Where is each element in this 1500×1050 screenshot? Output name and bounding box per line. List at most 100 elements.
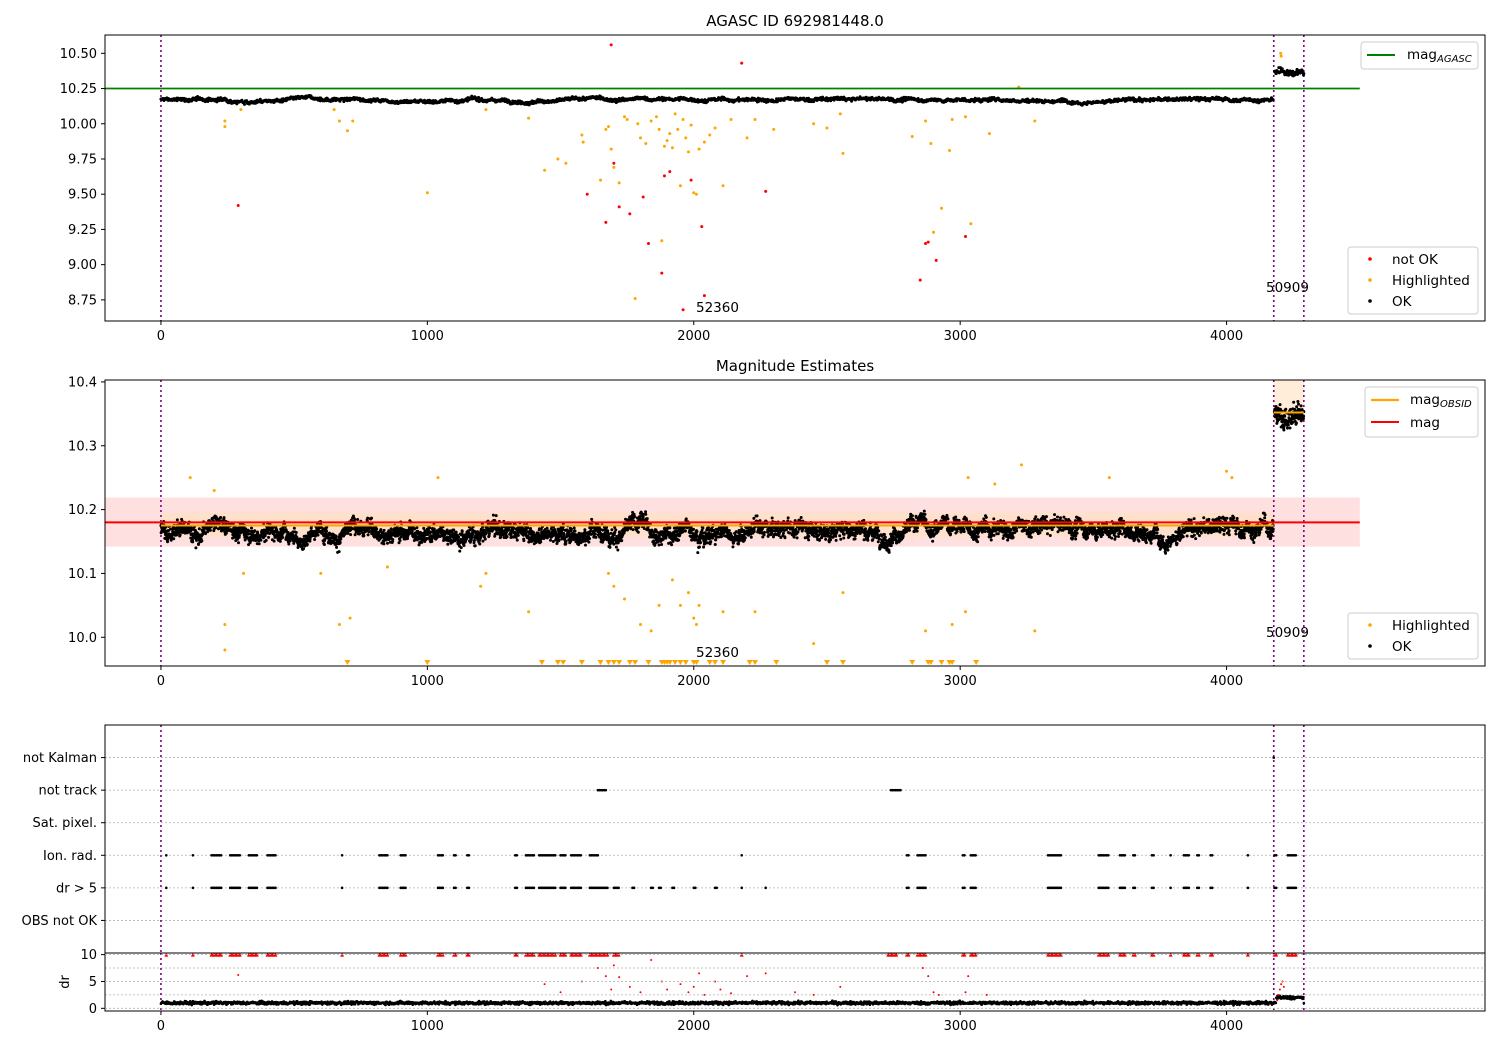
not-ok-point [700,225,704,229]
ok-point [583,543,587,547]
highlighted-point [841,151,845,155]
highlighted-point [223,125,227,129]
ok-point [356,517,360,521]
ok-point [505,535,509,539]
panel-magnitude-estimates: Magnitude Estimates 0 1000 2000 3000 400010.… [68,357,1486,689]
highlighted-point [668,132,672,136]
ok-point [353,533,357,537]
ok-point [382,542,386,546]
ok-point [539,540,543,544]
ok-point [608,545,612,549]
ok-point [194,546,198,550]
ok-point [197,542,201,546]
ok-point [316,533,320,537]
ok-point [334,535,338,539]
legend-not-ok-swatch [1368,257,1372,261]
highlighted-point [607,125,611,129]
ok-point [473,544,477,548]
ok-point [487,532,491,536]
highlighted-point [932,230,936,234]
ok-point [214,526,218,530]
highlighted-point [337,119,341,123]
ok-point [302,547,306,551]
ok-point [305,542,309,546]
highlighted-point [654,115,658,119]
highlighted-point [617,181,621,185]
ok-point [197,527,201,531]
highlighted-point [689,123,693,127]
highlighted-point [772,127,776,131]
highlighted-point [1279,54,1283,58]
ok-point [499,535,503,539]
not-ok-point [702,294,706,298]
not-ok-point [689,178,693,182]
ok-point [366,516,370,520]
ok-point [460,530,464,534]
ok-point [191,540,195,544]
highlighted-point [838,112,842,116]
ok-point [515,538,519,542]
p1-ytick-label: 9.25 [68,223,97,238]
highlighted-point [910,134,914,138]
ok-point [253,529,257,533]
ok-point [175,518,179,522]
ok-point [208,528,212,532]
highlighted-point [612,165,616,169]
ok-point [370,516,374,520]
p1-xtick-label: 0 [157,329,165,344]
ok-point [237,534,241,538]
ok-point [446,542,450,546]
ok-point [1271,98,1275,102]
ok-point [398,538,402,542]
highlighted-point [692,191,696,195]
ok-point [353,518,357,522]
ok-point [620,539,624,543]
ok-point [483,537,487,541]
highlighted-point [657,127,661,131]
highlighted-point [662,144,666,148]
highlighted-point [825,126,829,130]
p1-ytick-label: 10.50 [60,47,97,62]
ok-point [338,541,342,545]
ok-point [172,537,176,541]
ok-point [478,542,482,546]
highlighted-point [543,168,547,172]
highlighted-point [564,161,568,165]
highlighted-point [599,178,603,182]
highlighted-point [1033,119,1037,123]
p1-xtick-label: 3000 [944,329,977,344]
legend-mag-agasc-label: mag [1407,47,1437,63]
ok-point [587,540,591,544]
not-ok-point [934,258,938,262]
ok-point [601,528,605,532]
ok-point [429,530,433,534]
p1-ytick-label: 9.50 [68,188,97,203]
ok-point [516,533,520,537]
ok-point [452,528,456,532]
ok-point [178,533,182,537]
ok-point [169,538,173,542]
panel-agasc-title: AGASC ID 692981448.0 [706,12,884,30]
highlighted-point [239,108,243,112]
not-ok-point [681,308,685,312]
not-ok-point [612,161,616,165]
legend-highlighted-label: Highlighted [1392,273,1470,289]
p1-ytick-label: 8.75 [68,293,97,308]
ok-point [349,533,353,537]
highlighted-point [580,133,584,137]
ok-point [243,102,247,106]
ok-point [263,534,267,538]
ok-point [457,535,461,539]
highlighted-point [484,108,488,112]
ok-point [557,538,561,542]
ok-point [428,526,432,530]
highlighted-point [721,184,725,188]
not-ok-point [641,195,645,199]
highlighted-point [625,118,629,122]
not-ok-point [660,271,664,275]
highlighted-point [702,140,706,144]
ok-point [366,533,370,537]
ok-point [292,541,296,545]
not-ok-point [236,203,240,207]
ok-point [247,529,251,533]
